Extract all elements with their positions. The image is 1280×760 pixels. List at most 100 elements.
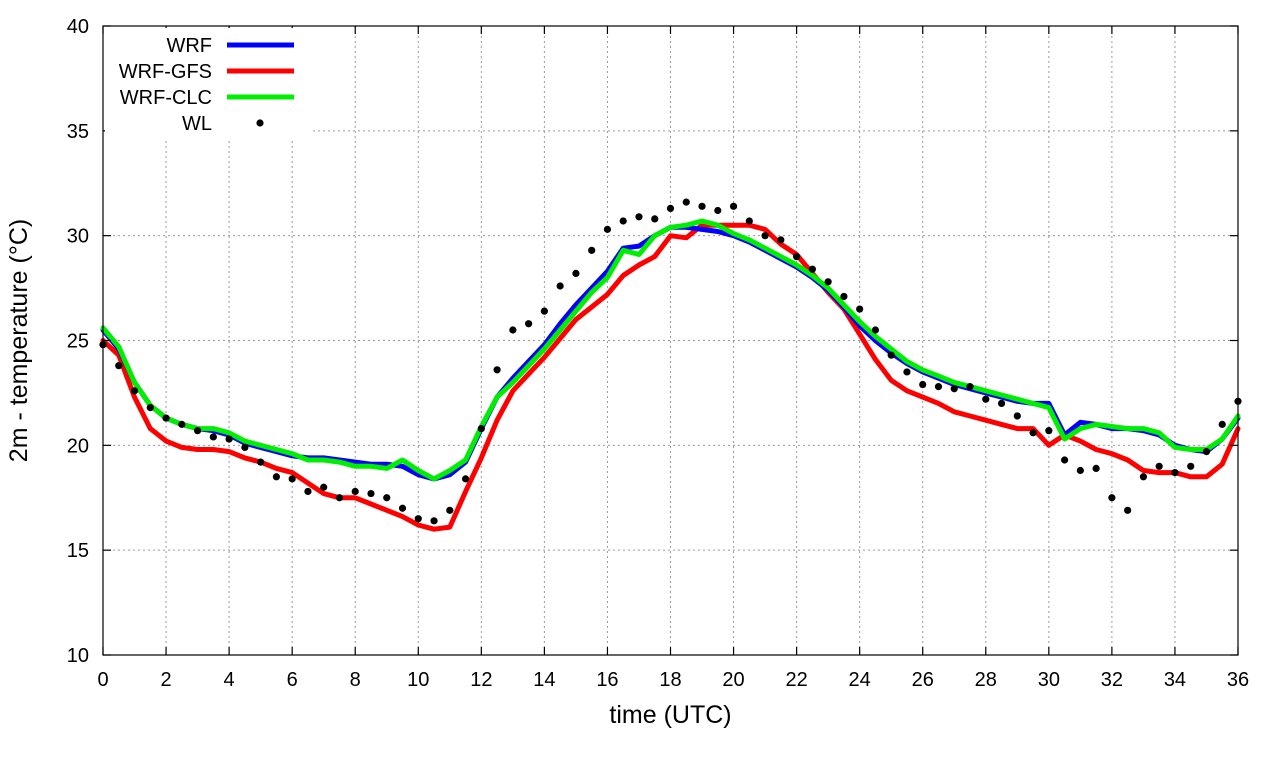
legend-swatch-wl (256, 119, 264, 127)
y-tick-label: 25 (67, 331, 89, 353)
data-point (997, 399, 1006, 407)
data-point (635, 213, 643, 221)
x-tick-label: 34 (1164, 669, 1186, 691)
y-tick-label: 15 (67, 540, 89, 562)
data-point (714, 206, 722, 215)
series-points-wl (99, 198, 1242, 525)
data-point (1060, 456, 1069, 464)
y-tick-label: 30 (67, 226, 89, 248)
x-tick-label: 28 (975, 669, 997, 691)
y-tick-label: 35 (67, 121, 89, 143)
data-point (225, 435, 233, 443)
data-point (745, 217, 753, 225)
legend-label-wl: WL (182, 113, 212, 135)
data-point (398, 504, 407, 512)
data-point (1218, 420, 1226, 428)
data-point (1202, 448, 1211, 456)
data-point (588, 246, 596, 254)
legend: WRF WRF-GFS WRF-CLC WL (105, 28, 310, 138)
data-point (1124, 506, 1132, 514)
data-point (698, 202, 706, 210)
data-point (178, 420, 186, 428)
data-point (241, 443, 249, 452)
data-point (351, 487, 359, 496)
x-tick-label: 10 (407, 669, 429, 691)
data-point (619, 217, 627, 225)
data-point (603, 225, 612, 233)
data-point (477, 424, 485, 433)
x-tick-label: 22 (785, 669, 807, 691)
data-point (1139, 473, 1148, 481)
x-tick-label: 0 (97, 669, 108, 691)
legend-label-wrf: WRF (166, 35, 212, 57)
data-point (1171, 468, 1179, 477)
data-point (556, 282, 564, 290)
x-tick-label: 12 (470, 669, 492, 691)
data-point (1092, 464, 1100, 472)
legend-label-wrf-clc: WRF-CLC (120, 87, 212, 109)
data-point (430, 517, 438, 525)
data-point (761, 232, 769, 240)
x-tick-label: 36 (1227, 669, 1249, 691)
data-point (304, 487, 312, 496)
series-line-wrf-clc (100, 218, 1241, 482)
data-point (414, 515, 422, 523)
data-point (824, 278, 832, 286)
x-axis-title: time (UTC) (609, 701, 731, 729)
x-tick-label: 16 (596, 669, 618, 691)
data-point (130, 387, 139, 395)
data-point (903, 368, 911, 376)
data-point (540, 307, 548, 315)
data-point (257, 458, 265, 466)
data-point (682, 198, 690, 206)
data-point (666, 204, 675, 213)
y-tick-label: 40 (67, 16, 89, 38)
data-point (272, 473, 281, 481)
data-point (320, 483, 328, 491)
data-point (1187, 462, 1195, 470)
data-point (288, 475, 296, 483)
data-point (383, 494, 391, 502)
data-point (729, 202, 738, 210)
data-point (162, 414, 170, 422)
x-tick-label: 14 (533, 669, 555, 691)
data-point (493, 366, 501, 374)
data-point (572, 269, 580, 278)
data-point (1076, 466, 1084, 475)
y-tick-label: 10 (67, 645, 89, 667)
data-point (193, 427, 202, 435)
data-point (446, 506, 454, 514)
x-tick-label: 24 (849, 669, 871, 691)
data-point (982, 395, 990, 403)
data-point (335, 494, 344, 502)
x-tick-label: 2 (160, 669, 171, 691)
data-point (808, 265, 816, 273)
x-tick-label: 26 (912, 669, 934, 691)
x-tick-label: 30 (1038, 669, 1060, 691)
data-point (525, 320, 533, 328)
data-point (840, 292, 848, 301)
y-axis-title: 2m - temperature (°C) (5, 219, 33, 462)
x-tick-label: 20 (722, 669, 744, 691)
data-point (777, 236, 785, 244)
x-tick-label: 18 (659, 669, 681, 691)
data-point (966, 383, 974, 391)
data-point (856, 305, 864, 313)
data-point (950, 385, 958, 393)
data-point (1108, 494, 1116, 502)
legend-label-wrf-gfs: WRF-GFS (119, 61, 212, 83)
y-tick-label: 20 (67, 435, 89, 457)
data-point (651, 215, 659, 223)
x-tick-label: 4 (224, 669, 235, 691)
data-point (934, 383, 943, 391)
data-point (367, 489, 375, 498)
x-tick-label: 6 (287, 669, 298, 691)
data-point (1155, 462, 1163, 470)
data-point (887, 351, 895, 359)
data-point (1013, 412, 1021, 420)
axis-ticks: 0 2 4 6 8 10 12 14 16 18 20 22 24 26 28 30 32 34 361015202… (67, 16, 1249, 691)
data-point (871, 326, 880, 334)
x-tick-label: 8 (350, 669, 361, 691)
data-point (793, 253, 801, 261)
